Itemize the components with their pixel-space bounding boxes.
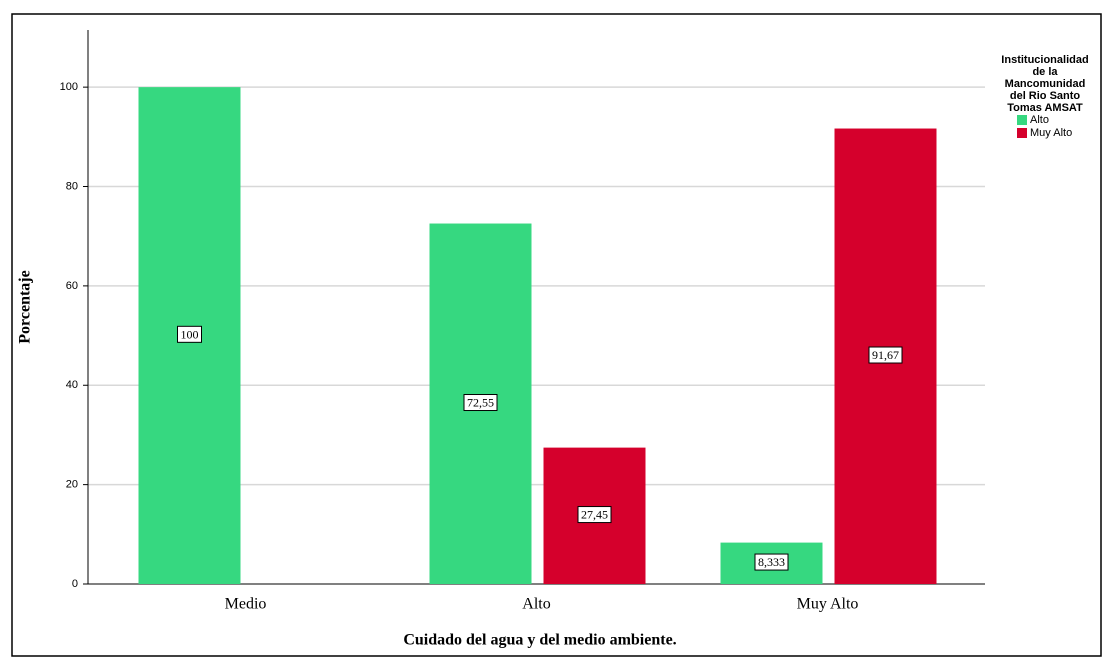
data-label-box xyxy=(177,325,202,343)
legend-label: Alto xyxy=(1030,114,1049,126)
x-axis-label: Cuidado del agua y del medio ambiente. xyxy=(403,632,676,649)
data-label-box xyxy=(868,346,903,364)
data-label: 100 xyxy=(181,327,199,341)
x-tick-label: Alto xyxy=(522,596,550,613)
data-label: 27,45 xyxy=(581,508,608,522)
legend-title: del Rio Santo xyxy=(1010,90,1081,102)
y-tick-label: 80 xyxy=(66,180,78,192)
y-axis-label: Porcentaje xyxy=(17,270,34,343)
legend-title: de la xyxy=(1032,66,1058,78)
legend-title: Mancomunidad xyxy=(1005,78,1086,90)
y-tick-label: 40 xyxy=(66,379,78,391)
y-tick-label: 60 xyxy=(66,280,78,292)
legend-label: Muy Alto xyxy=(1030,127,1072,139)
y-tick-label: 20 xyxy=(66,479,78,491)
legend-title: Institucionalidad xyxy=(1001,54,1088,66)
y-tick-label: 0 xyxy=(72,578,78,590)
legend-title: Tomas AMSAT xyxy=(1007,102,1083,114)
legend-swatch xyxy=(1017,115,1027,125)
data-label: 91,67 xyxy=(872,348,899,362)
data-label-box xyxy=(754,553,789,571)
data-label: 8,333 xyxy=(758,555,785,569)
y-tick-label: 100 xyxy=(60,81,78,93)
x-tick-label: Muy Alto xyxy=(797,596,859,613)
data-label-box xyxy=(577,506,612,524)
x-tick-label: Medio xyxy=(225,596,267,613)
data-label-box xyxy=(463,394,498,412)
data-label: 72,55 xyxy=(467,396,494,410)
legend-swatch xyxy=(1017,128,1027,138)
